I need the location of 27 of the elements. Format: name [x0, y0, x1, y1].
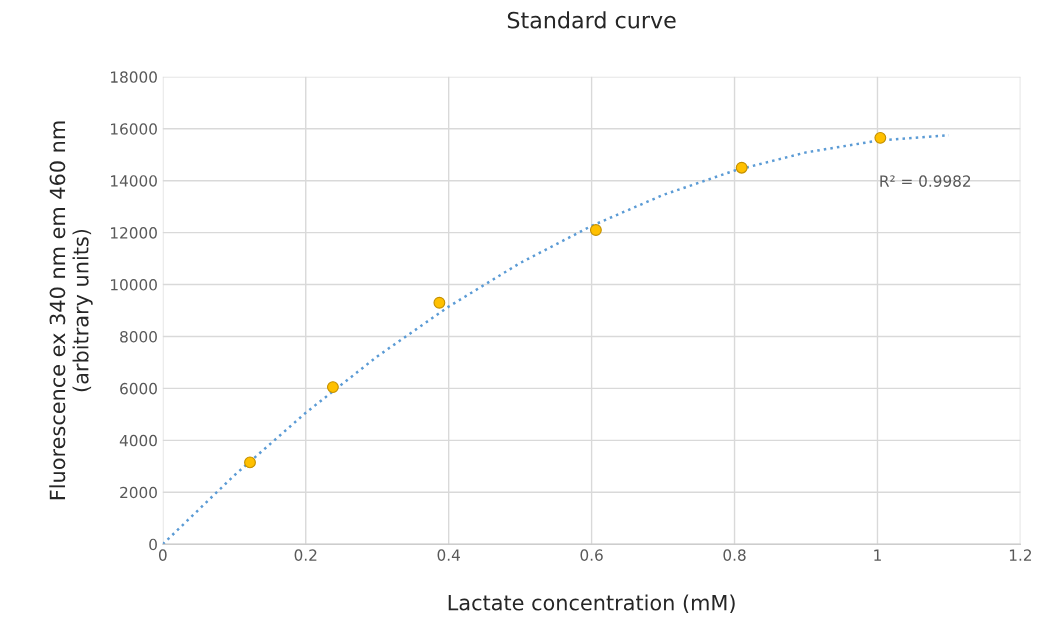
x-tick-label: 0.8: [723, 549, 746, 561]
y-tick-label: 0: [149, 538, 157, 551]
y-tick-label: 10000: [111, 279, 157, 291]
chart-title: Standard curve: [507, 11, 676, 29]
point: [874, 131, 887, 144]
x-axis-title: Lactate concentration (mM): [448, 594, 735, 613]
y-axis-title: Fluorescence ex 340 nm em 460 nm (arbitrary units): [49, 121, 93, 500]
point: [244, 456, 256, 469]
y-tick-label: 16000: [111, 123, 157, 135]
y-tick-label: 2000: [120, 486, 157, 499]
x-tick-label: 0.6: [580, 549, 603, 561]
y-tick-label: 18000: [111, 71, 157, 83]
y-tick-label: 12000: [111, 227, 157, 239]
point: [735, 161, 748, 174]
y-tick-label: 4000: [119, 434, 157, 447]
annotation: R² = 0.9982: [880, 175, 971, 187]
y-tick-label: 14000: [111, 175, 157, 187]
x-tick-label: 1.2: [1009, 549, 1032, 561]
point: [326, 381, 339, 394]
x-tick-label: 0.4: [437, 549, 460, 561]
x-tick-label: 0: [158, 549, 167, 561]
point: [589, 224, 602, 236]
point: [433, 296, 446, 309]
x-tick-label: 0.2: [294, 549, 317, 561]
y-tick-label: 8000: [120, 330, 157, 343]
x-tick-label: 1: [874, 549, 881, 561]
y-tick-label: 6000: [120, 382, 157, 395]
